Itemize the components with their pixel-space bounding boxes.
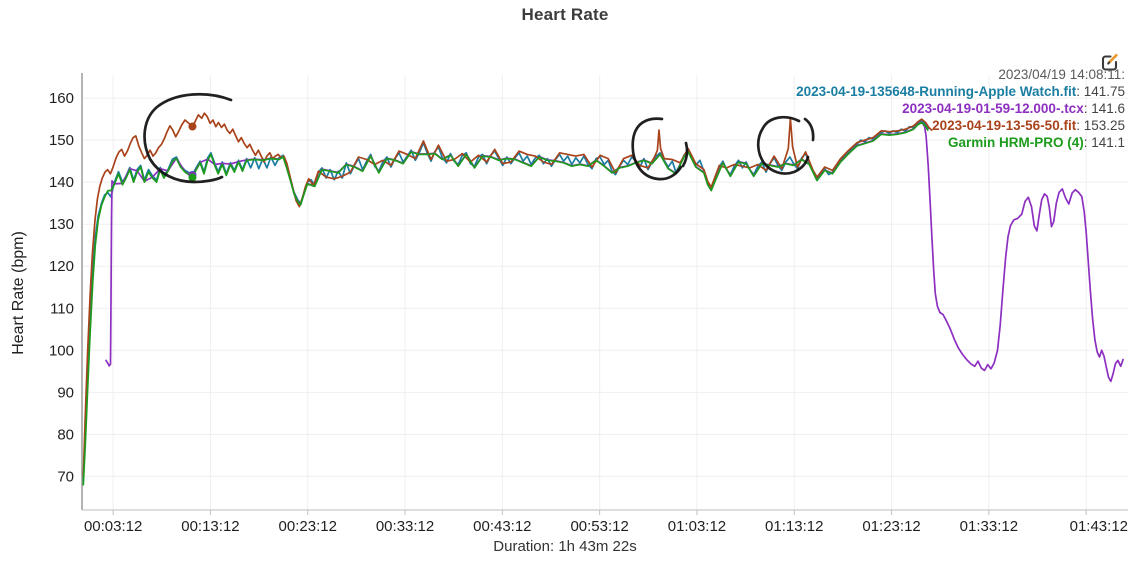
legend-entry: Garmin HRM-PRO (4): 141.1 (796, 134, 1125, 151)
legend-series-value: : 153.25 (1076, 118, 1125, 133)
y-tick-label: 80 (57, 426, 74, 443)
x-tick-label: 01:13:12 (765, 518, 823, 535)
grid-lines (82, 75, 1128, 510)
y-tick-label: 160 (49, 90, 74, 107)
hover-readout: 2023/04/19 14:08:11: 2023-04-19-135648-R… (796, 66, 1125, 151)
legend-series-name: 2023-04-19-13-56-50.fit (932, 118, 1077, 133)
legend-series-value: : 141.1 (1083, 135, 1125, 150)
hover-timestamp: 2023/04/19 14:08:11: (998, 67, 1125, 82)
legend-series-value: : 141.6 (1083, 101, 1125, 116)
legend-series-name: Garmin HRM-PRO (4) (947, 135, 1084, 150)
y-tick-label: 70 (57, 468, 74, 485)
edit-icon (1101, 53, 1118, 71)
y-tick-label: 140 (49, 174, 74, 191)
series-line (105, 121, 1124, 383)
axes (81, 73, 1128, 515)
series-line (82, 112, 933, 478)
legend-entry: 2023-04-19-13-56-50.fit: 153.25 (796, 117, 1125, 134)
x-tick-label: 01:43:12 (1070, 518, 1128, 535)
x-tick-label: 01:03:12 (668, 518, 726, 535)
cursor-marker-dot (188, 122, 197, 131)
x-tick-label: 00:13:12 (181, 518, 239, 535)
x-tick-label: 01:23:12 (862, 518, 920, 535)
freehand-circle-annotation (143, 92, 233, 184)
y-axis-title: Heart Rate (bpm) (10, 231, 27, 355)
legend-entry: 2023-04-19-01-59-12.000-.tcx: 141.6 (796, 100, 1125, 117)
page-title: Heart Rate (521, 5, 609, 24)
axis-tick-labels: 70 80 90 100 110 120 130 140 150 160 00:03:12 00:13… (49, 90, 1128, 535)
x-axis-duration-label: Duration: 1h 43m 22s (493, 538, 637, 555)
legend-series-value: : 141.75 (1076, 84, 1125, 99)
x-tick-label: 00:53:12 (570, 518, 628, 535)
y-tick-label: 150 (49, 132, 74, 149)
x-tick-label: 00:33:12 (376, 518, 434, 535)
cursor-marker-dot (188, 173, 197, 182)
x-tick-label: 00:43:12 (473, 518, 531, 535)
x-tick-label: 00:23:12 (279, 518, 337, 535)
freehand-annotations (143, 92, 815, 184)
legend-series-name: 2023-04-19-01-59-12.000-.tcx (902, 101, 1084, 116)
legend-entry: 2023-04-19-135648-Running-Apple Watch.fi… (796, 83, 1125, 100)
edit-button[interactable] (1099, 51, 1121, 73)
y-tick-label: 130 (49, 216, 74, 233)
freehand-circle-annotation (756, 115, 815, 175)
series-lines (82, 112, 1124, 486)
y-tick-label: 100 (49, 342, 74, 359)
freehand-circle-annotation (631, 117, 689, 181)
x-tick-label: 01:33:12 (960, 518, 1018, 535)
y-tick-label: 110 (50, 300, 74, 317)
x-tick-label: 00:03:12 (84, 518, 142, 535)
y-tick-label: 90 (57, 384, 74, 401)
cursor-markers (188, 122, 197, 182)
legend-series-name: 2023-04-19-135648-Running-Apple Watch.fi… (796, 84, 1077, 99)
y-tick-label: 120 (49, 258, 74, 275)
